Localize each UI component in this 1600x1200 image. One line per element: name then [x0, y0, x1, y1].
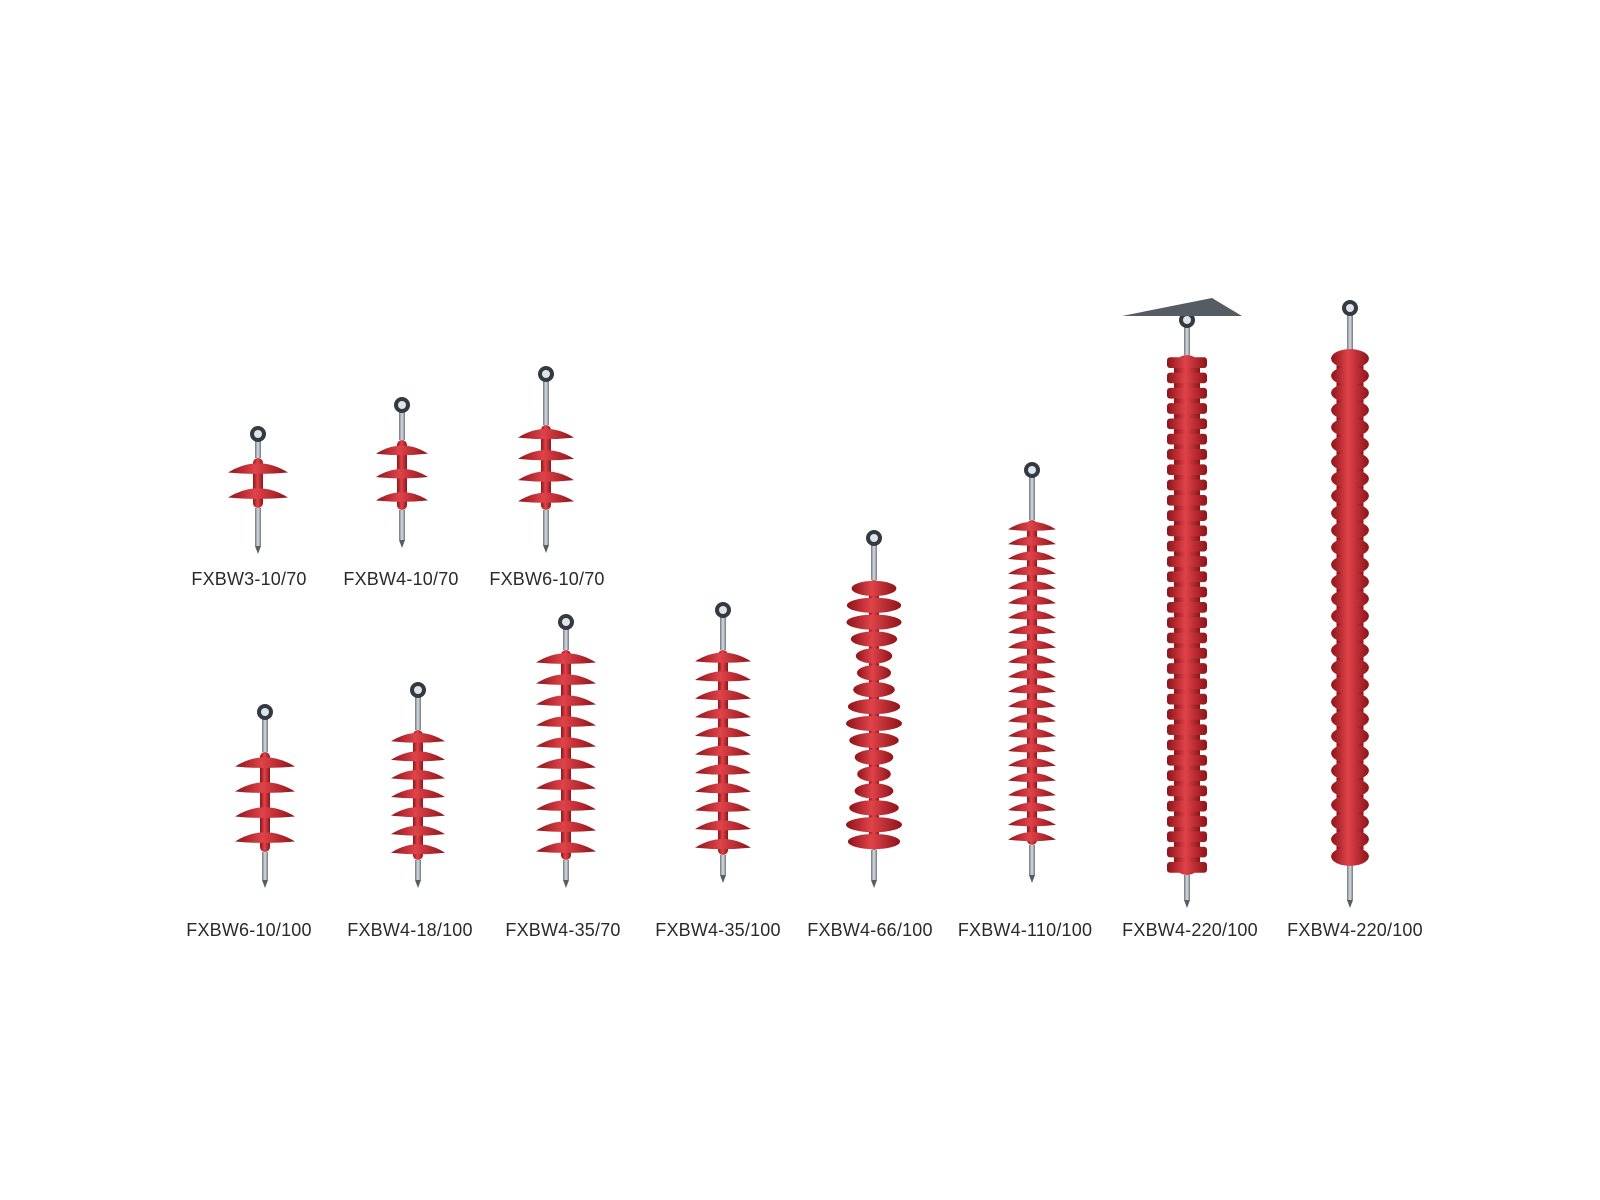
product-label: FXBW4-18/100: [347, 920, 473, 940]
product-label: FXBW4-66/100: [807, 920, 933, 940]
insulator: [228, 426, 288, 554]
product-label: FXBW4-35/100: [655, 920, 781, 940]
product-label: FXBW4-35/70: [505, 920, 621, 940]
product-label: FXBW4-220/100: [1122, 920, 1258, 940]
product-label: FXBW4-110/100: [957, 920, 1093, 940]
insulator: [1008, 462, 1056, 883]
product-label: FXBW3-10/70: [191, 569, 307, 589]
product-label: FXBW6-10/70: [489, 569, 605, 589]
insulator: [518, 366, 574, 553]
insulator: [235, 704, 295, 888]
insulator: [1122, 298, 1242, 908]
insulator: [391, 682, 445, 888]
insulator: [846, 530, 902, 888]
insulator: [1331, 300, 1369, 908]
product-label: FXBW6-10/100: [186, 920, 312, 940]
insulator: [536, 614, 596, 888]
insulator: [376, 397, 428, 548]
product-label: FXBW4-10/70: [343, 569, 459, 589]
insulator: [695, 602, 751, 883]
product-label: FXBW4-220/100: [1287, 920, 1423, 940]
